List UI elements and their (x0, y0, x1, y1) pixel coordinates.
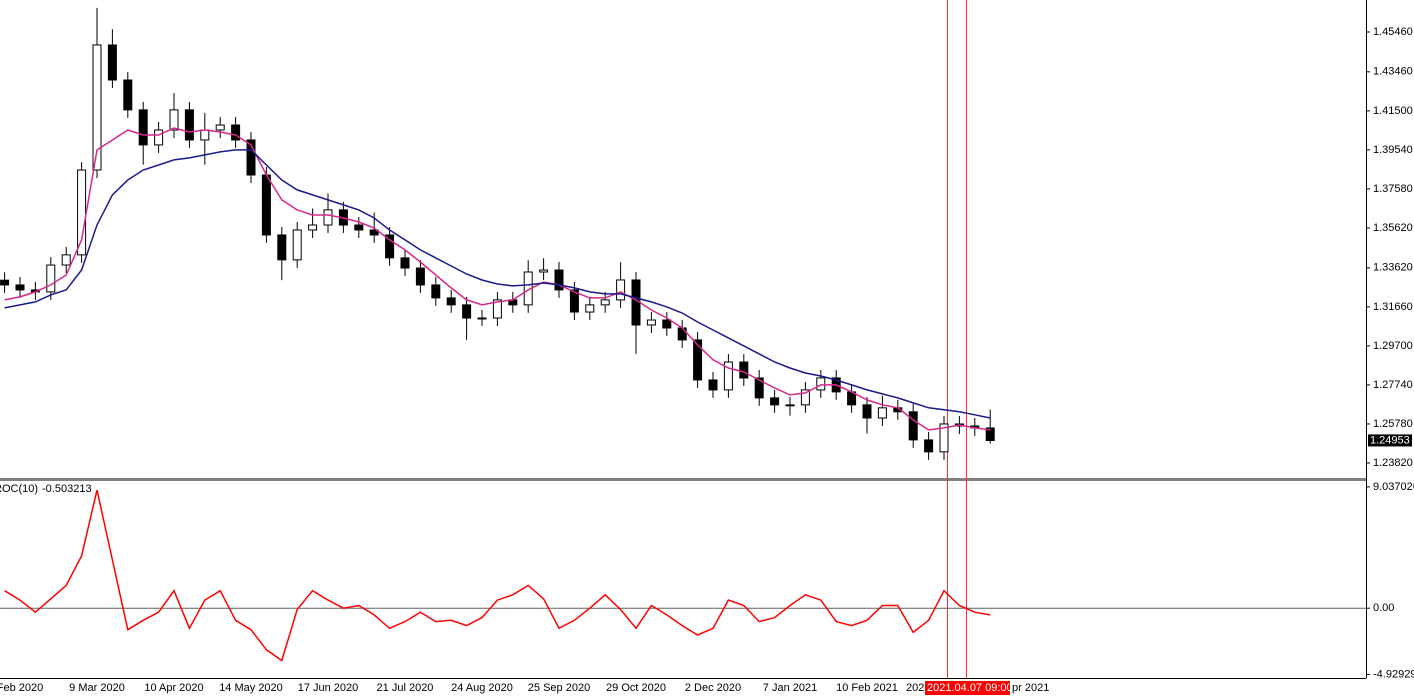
candle-body (77, 169, 87, 256)
candle-body (400, 257, 410, 269)
y-tick-label: 1.23820 (1373, 457, 1413, 469)
y-tick-label: 1.29700 (1373, 340, 1413, 352)
x-tick-label: 21 Jul 2020 (377, 682, 434, 694)
candle-body (0, 279, 10, 286)
y-tick-label: 0.00 (1373, 602, 1394, 614)
candle-body (415, 267, 425, 286)
roc-line (4, 489, 991, 662)
candle-body (15, 284, 25, 291)
candle-body (261, 174, 271, 236)
candle-body (862, 404, 872, 419)
x-tick-label: 7 Jan 2021 (763, 682, 817, 694)
x-tick-label: 10 Feb 2021 (836, 682, 898, 694)
candle-body (908, 411, 918, 441)
candle-body (785, 404, 795, 407)
x-label-partial: pr 2021 (1012, 682, 1049, 694)
candle-body (431, 284, 441, 299)
y-tick-label: 1.35620 (1373, 222, 1413, 234)
candle-body (800, 389, 810, 406)
indicator-name: ROC(10) (0, 483, 38, 495)
candle-body (354, 224, 364, 231)
candle-body (569, 289, 579, 313)
candle-body (924, 439, 934, 453)
candle-body (723, 361, 733, 391)
candle-body (616, 279, 626, 301)
y-tick-label: 1.45460 (1373, 26, 1413, 38)
y-tick-label: 1.33620 (1373, 262, 1413, 274)
candle-body (770, 397, 780, 406)
y-tick-label: 1.25780 (1373, 418, 1413, 430)
candle-body (462, 304, 472, 319)
candle-body (46, 264, 56, 293)
x-tick-label: 24 Aug 2020 (451, 682, 513, 694)
candle-body (61, 254, 71, 266)
candle-body (477, 317, 487, 320)
y-tick-label: 1.41500 (1373, 105, 1413, 117)
y-tick-label: 1.37580 (1373, 183, 1413, 195)
x-tick-label: 17 Jun 2020 (298, 682, 359, 694)
indicator-label: ROC(10) -0.503213 (0, 483, 92, 495)
candle-body (123, 79, 133, 111)
candle-body (308, 224, 318, 231)
crosshair-label: 2021.04.07 09:00 (927, 682, 1013, 694)
last-price-label: 1.24953 (1370, 434, 1410, 446)
x-label-partial: 202 (906, 682, 924, 694)
candle-body (246, 139, 256, 176)
y-tick-label: 1.27740 (1373, 379, 1413, 391)
candle-body (754, 377, 764, 399)
x-tick-label: 29 Oct 2020 (606, 682, 666, 694)
candle-body (677, 327, 687, 341)
candle-body (292, 229, 302, 261)
moving-average (4, 127, 991, 431)
x-tick-label: 9 Mar 2020 (69, 682, 125, 694)
candle-body (154, 129, 164, 146)
last-price-box (1368, 434, 1412, 447)
candle-body (200, 129, 210, 141)
candle-body (92, 44, 102, 171)
candle-body (446, 297, 456, 306)
candle-body (985, 427, 995, 441)
indicator-value: -0.503213 (42, 483, 92, 495)
candle-body (277, 234, 287, 261)
y-tick-label: 1.43460 (1373, 66, 1413, 78)
y-tick-label: 1.39540 (1373, 144, 1413, 156)
candle-body (184, 109, 194, 141)
x-tick-label: 14 May 2020 (219, 682, 283, 694)
candle-body (107, 44, 117, 81)
candle-body (816, 377, 826, 391)
candle-body (600, 299, 610, 306)
y-tick-label: -4.929294 (1373, 668, 1414, 680)
candle-body (539, 269, 549, 273)
candle-body (492, 299, 502, 319)
candle-body (693, 339, 703, 381)
candle-body (554, 269, 564, 291)
x-tick-label: 25 Sep 2020 (528, 682, 590, 694)
moving-average (4, 149, 991, 419)
candle-body (877, 407, 887, 419)
candle-body (369, 229, 379, 236)
y-tick-label: 1.31660 (1373, 301, 1413, 313)
candle-body (323, 209, 333, 226)
candle-body (646, 319, 656, 326)
candle-body (708, 379, 718, 391)
x-tick-label: 10 Apr 2020 (144, 682, 203, 694)
candle-body (169, 109, 179, 131)
candle-body (739, 361, 749, 379)
candle-body (585, 304, 595, 313)
x-tick-label: 2 Dec 2020 (685, 682, 741, 694)
candle-body (215, 124, 225, 131)
candle-body (138, 109, 148, 146)
candle-body (939, 423, 949, 453)
candle-body (662, 319, 672, 329)
candle-body (385, 234, 395, 259)
y-tick-label: 9.037026 (1373, 481, 1414, 493)
x-tick-label: Feb 2020 (0, 682, 43, 694)
crosshair-box (925, 681, 1010, 695)
candle-body (231, 124, 241, 141)
